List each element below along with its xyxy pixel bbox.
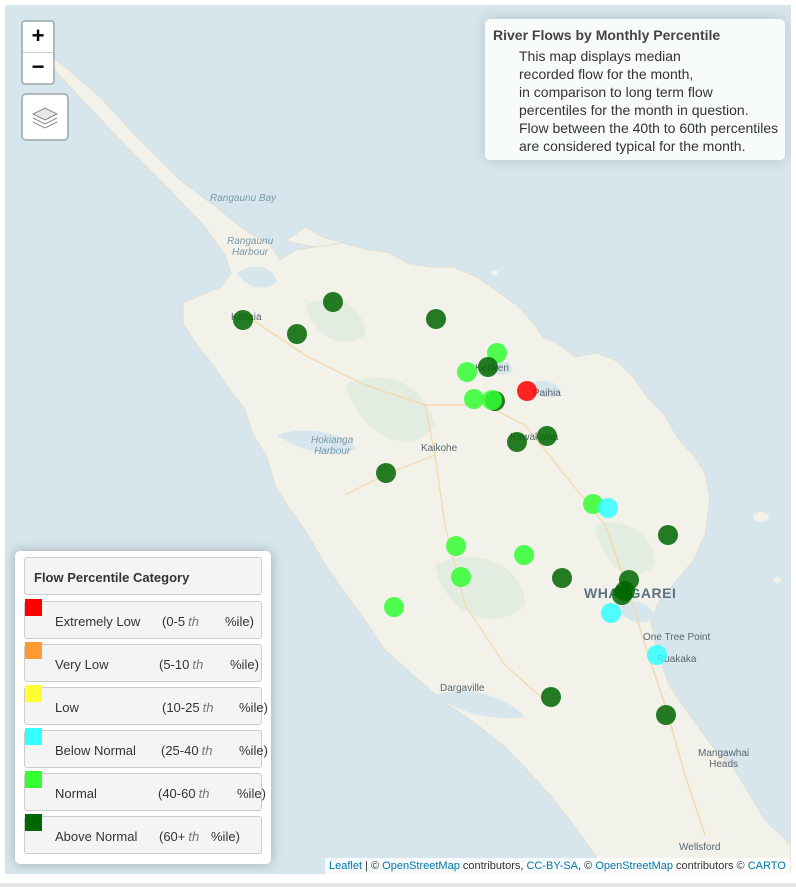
legend-range: (10-25 th [162, 700, 214, 715]
legend-row-extremely-low: Extremely Low (0-5 th %ile) [24, 599, 262, 639]
zoom-out-button[interactable]: − [23, 52, 53, 83]
label-rangaunu-bay: Rangaunu Bay [210, 193, 277, 204]
label-paihia: Paihia [533, 388, 561, 399]
legend-label: Below Normal [55, 743, 136, 758]
legend-range: (60+ th [159, 829, 200, 844]
gauge-marker-normal[interactable] [482, 390, 502, 410]
info-panel: River Flows by Monthly Percentile This m… [485, 19, 785, 160]
leaflet-link[interactable]: Leaflet [329, 860, 363, 872]
legend-row-above-normal: Above Normal (60+ th %ile) [24, 814, 262, 854]
info-description: This map displays median recorded flow f… [519, 48, 779, 154]
legend-range-suffix: %ile) [237, 786, 266, 801]
legend-label: Above Normal [55, 829, 138, 844]
gauge-marker-above-normal[interactable] [658, 525, 678, 545]
gauge-marker-normal[interactable] [457, 362, 477, 382]
legend-range-suffix: %ile) [211, 829, 240, 844]
legend-range: (0-5 th [162, 614, 199, 629]
zoom-in-button[interactable]: + [31, 23, 45, 48]
info-title: River Flows by Monthly Percentile [493, 27, 721, 43]
legend-panel: Flow Percentile Category Extremely Low (0… [15, 551, 271, 864]
label-mangawhai-heads: Mangawhai Heads [698, 748, 750, 770]
osm-link-2[interactable]: OpenStreetMap [595, 860, 673, 872]
zoom-control: + − [21, 20, 55, 85]
label-rangaunu-harbour: Rangaunu Harbour [227, 236, 274, 258]
legend-swatch [25, 814, 42, 831]
legend-range: (25-40 th [161, 743, 213, 758]
label-kawakawa: Kawakawa [510, 432, 559, 443]
layers-button[interactable] [21, 93, 69, 141]
label-ruakaka: Ruakaka [657, 654, 697, 665]
gauge-marker-normal[interactable] [384, 597, 404, 617]
label-kaikohe: Kaikohe [421, 443, 458, 454]
legend-label: Very Low [55, 657, 109, 672]
gauge-marker-above-normal[interactable] [656, 705, 676, 725]
legend-swatch [25, 771, 42, 788]
page-bottom-bar [0, 883, 796, 887]
osm-link[interactable]: OpenStreetMap [382, 860, 460, 872]
gauge-marker-above-normal[interactable] [507, 432, 527, 452]
legend-range: (40-60 th [158, 786, 210, 801]
legend-row-below-normal: Below Normal (25-40 th %ile) [24, 728, 268, 768]
cc-by-sa-link[interactable]: CC-BY-SA [526, 860, 579, 872]
legend-swatch [25, 599, 42, 616]
gauge-marker-normal[interactable] [446, 536, 466, 556]
legend-label: Normal [55, 786, 97, 801]
gauge-marker-above-normal[interactable] [478, 357, 498, 377]
map-attribution: Leaflet | © OpenStreetMap contributors, … [325, 858, 790, 874]
legend-label: Extremely Low [55, 614, 141, 629]
legend-range-suffix: %ile) [239, 743, 268, 758]
gauge-marker-above-normal[interactable] [537, 426, 557, 446]
gauge-marker-above-normal[interactable] [541, 687, 561, 707]
legend-range: (5-10 th [159, 657, 204, 672]
legend-range-suffix: %ile) [225, 614, 254, 629]
legend-swatch [25, 642, 42, 659]
gauge-marker-above-normal[interactable] [376, 463, 396, 483]
label-wellsford: Wellsford [679, 842, 721, 853]
gauge-marker-above-normal[interactable] [233, 310, 253, 330]
legend-range-suffix: %ile) [239, 700, 268, 715]
carto-link[interactable]: CARTO [747, 860, 786, 872]
legend-title: Flow Percentile Category [34, 570, 190, 585]
legend-range-suffix: %ile) [230, 657, 259, 672]
legend-swatch [25, 728, 42, 745]
gauge-marker-above-normal[interactable] [287, 324, 307, 344]
legend-label: Low [55, 700, 79, 715]
legend-row-very-low: Very Low (5-10 th %ile) [24, 642, 262, 682]
legend-row-low: Low (10-25 th %ile) [24, 685, 268, 725]
gauge-marker-above-normal[interactable] [323, 292, 343, 312]
gauge-marker-below-normal[interactable] [647, 645, 667, 665]
label-one-tree-point: One Tree Point [643, 632, 711, 643]
gauge-marker-normal[interactable] [464, 389, 484, 409]
gauge-marker-above-normal[interactable] [426, 309, 446, 329]
gauge-marker-extremely-low[interactable] [517, 381, 537, 401]
layers-icon [31, 107, 59, 129]
legend-header: Flow Percentile Category [24, 557, 262, 595]
gauge-marker-above-normal[interactable] [552, 568, 572, 588]
label-dargaville: Dargaville [440, 683, 485, 694]
label-hokianga-harbour: Hokianga Harbour [311, 435, 354, 457]
gauge-marker-normal[interactable] [514, 545, 534, 565]
gauge-marker-above-normal[interactable] [612, 585, 632, 605]
legend-row-normal: Normal (40-60 th %ile) [24, 771, 266, 811]
gauge-marker-below-normal[interactable] [601, 603, 621, 623]
legend-swatch [25, 685, 42, 702]
gauge-marker-normal[interactable] [451, 567, 471, 587]
gauge-marker-below-normal[interactable] [598, 498, 618, 518]
